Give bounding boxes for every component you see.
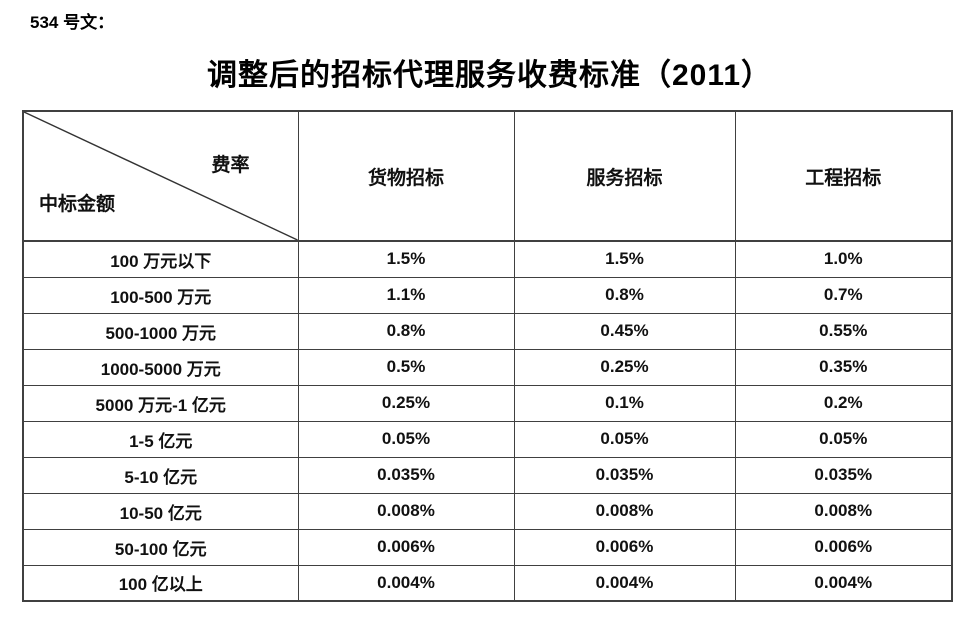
rate-cell-goods: 1.5% <box>297 240 515 278</box>
rate-cell-goods: 0.008% <box>297 492 515 530</box>
table-row: 100-500 万元 1.1% 0.8% 0.7% <box>22 276 953 314</box>
table-row: 100 万元以下 1.5% 1.5% 1.0% <box>22 240 953 278</box>
rate-cell-service: 0.008% <box>513 492 736 530</box>
table-row: 50-100 亿元 0.006% 0.006% 0.006% <box>22 528 953 566</box>
table-row: 10-50 亿元 0.008% 0.008% 0.008% <box>22 492 953 530</box>
rate-cell-engineering: 0.7% <box>734 276 953 314</box>
amount-cell: 1000-5000 万元 <box>22 348 299 386</box>
table-row: 5-10 亿元 0.035% 0.035% 0.035% <box>22 456 953 494</box>
rate-cell-service: 0.035% <box>513 456 736 494</box>
rate-cell-service: 1.5% <box>513 240 736 278</box>
rate-cell-service: 0.8% <box>513 276 736 314</box>
amount-cell: 500-1000 万元 <box>22 312 299 350</box>
document-ref-label: 534 号文： <box>30 13 115 32</box>
rate-cell-engineering: 0.008% <box>734 492 953 530</box>
rate-cell-goods: 0.004% <box>297 564 515 602</box>
rate-cell-engineering: 0.2% <box>734 384 953 422</box>
rate-cell-goods: 0.006% <box>297 528 515 566</box>
header-row: 费率 中标金额 货物招标 服务招标 工程招标 <box>22 110 953 242</box>
rate-cell-goods: 0.25% <box>297 384 515 422</box>
amount-cell: 50-100 亿元 <box>22 528 299 566</box>
rate-cell-goods: 1.1% <box>297 276 515 314</box>
amount-cell: 100-500 万元 <box>22 276 299 314</box>
rate-cell-goods: 0.035% <box>297 456 515 494</box>
rate-cell-service: 0.25% <box>513 348 736 386</box>
rate-cell-service: 0.006% <box>513 528 736 566</box>
fee-rate-table: 费率 中标金额 货物招标 服务招标 工程招标 100 万元以下 1.5% 1.5… <box>22 110 953 602</box>
column-header-engineering: 工程招标 <box>734 110 953 242</box>
table-row: 500-1000 万元 0.8% 0.45% 0.55% <box>22 312 953 350</box>
diagonal-divider-line <box>24 112 298 240</box>
amount-cell: 10-50 亿元 <box>22 492 299 530</box>
corner-amount-label: 中标金额 <box>39 194 116 215</box>
rate-cell-service: 0.05% <box>513 420 736 458</box>
amount-cell: 5-10 亿元 <box>22 456 299 494</box>
rate-cell-engineering: 0.035% <box>734 456 953 494</box>
rate-cell-goods: 0.8% <box>297 312 515 350</box>
rate-cell-service: 0.004% <box>513 564 736 602</box>
rate-cell-engineering: 0.55% <box>734 312 953 350</box>
rate-cell-engineering: 1.0% <box>734 240 953 278</box>
amount-cell: 5000 万元-1 亿元 <box>22 384 299 422</box>
rate-cell-engineering: 0.004% <box>734 564 953 602</box>
page-title: 调整后的招标代理服务收费标准（2011） <box>206 59 773 92</box>
table-row: 5000 万元-1 亿元 0.25% 0.1% 0.2% <box>22 384 953 422</box>
column-header-service: 服务招标 <box>513 110 736 242</box>
rate-cell-goods: 0.05% <box>297 420 515 458</box>
table-row: 100 亿以上 0.004% 0.004% 0.004% <box>22 564 953 602</box>
table-row: 1-5 亿元 0.05% 0.05% 0.05% <box>22 420 953 458</box>
amount-cell: 1-5 亿元 <box>22 420 299 458</box>
rate-cell-goods: 0.5% <box>297 348 515 386</box>
rate-cell-service: 0.45% <box>513 312 736 350</box>
corner-rate-label: 费率 <box>211 155 250 176</box>
rate-cell-service: 0.1% <box>513 384 736 422</box>
rate-cell-engineering: 0.05% <box>734 420 953 458</box>
corner-header-cell: 费率 中标金额 <box>22 110 299 242</box>
rate-cell-engineering: 0.006% <box>734 528 953 566</box>
amount-cell: 100 万元以下 <box>22 240 299 278</box>
rate-cell-engineering: 0.35% <box>734 348 953 386</box>
table-row: 1000-5000 万元 0.5% 0.25% 0.35% <box>22 348 953 386</box>
column-header-goods: 货物招标 <box>297 110 515 242</box>
amount-cell: 100 亿以上 <box>22 564 299 602</box>
